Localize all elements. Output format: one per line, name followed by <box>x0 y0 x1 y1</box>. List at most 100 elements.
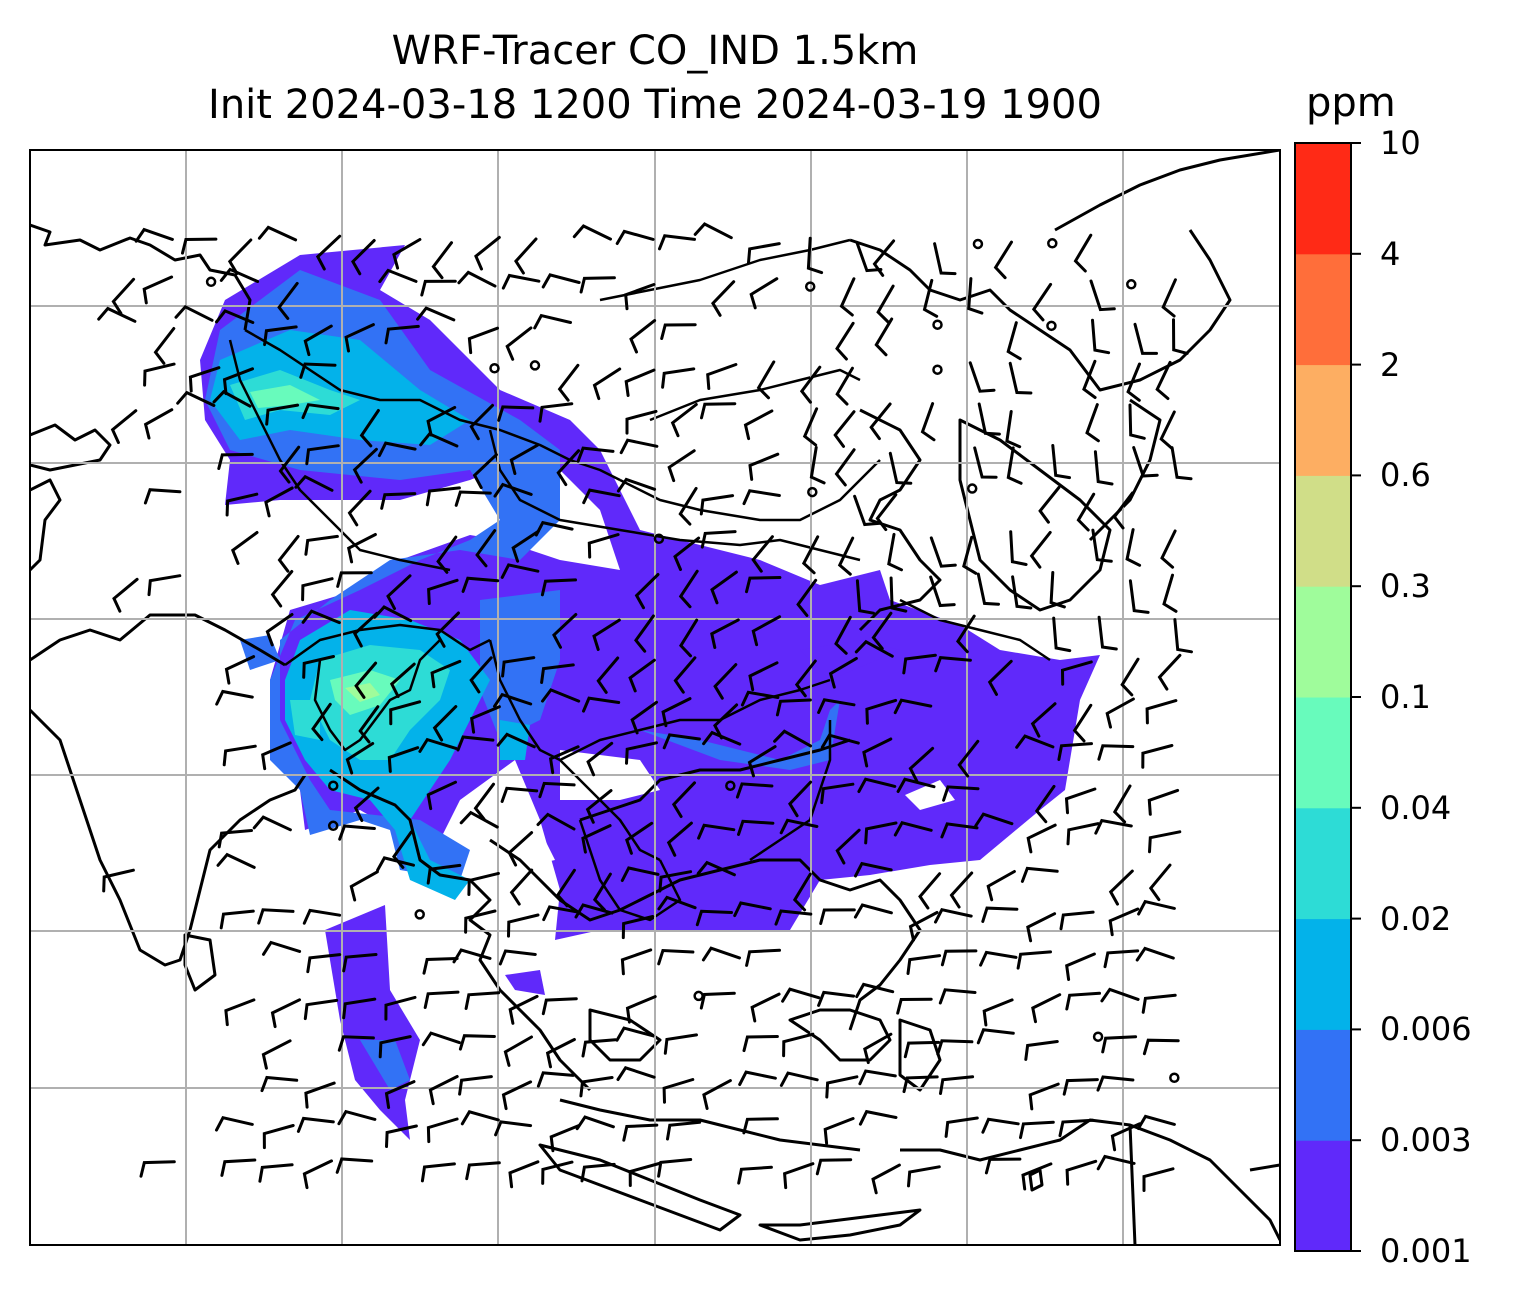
wind-barb <box>301 403 340 420</box>
colorbar-unit-label: ppm <box>1306 80 1396 126</box>
wind-barb <box>534 520 574 537</box>
wind-barb <box>1021 1162 1053 1191</box>
wind-barb <box>855 982 895 999</box>
calm-wind-circle <box>1092 1031 1104 1042</box>
wind-barb <box>351 239 376 276</box>
wind-barb <box>422 957 459 975</box>
wind-barb <box>389 700 422 726</box>
wind-barb <box>352 611 379 648</box>
wind-barb <box>110 409 138 444</box>
wind-barb <box>628 1162 661 1187</box>
wind-barb <box>294 474 334 492</box>
wind-barb <box>302 655 335 679</box>
wind-barb <box>389 662 416 698</box>
calm-wind-circle <box>653 533 665 545</box>
wind-barb <box>1026 912 1057 943</box>
wind-barb <box>903 1040 941 1059</box>
wind-barb <box>1006 446 1023 485</box>
wind-barb <box>498 949 537 966</box>
wind-barb <box>143 362 176 387</box>
wind-barb <box>986 870 1016 902</box>
wind-barb <box>497 405 535 422</box>
wind-barb <box>906 954 942 975</box>
calm-wind-circle <box>1126 279 1137 290</box>
wind-barb <box>775 698 812 717</box>
wind-barb <box>582 696 621 713</box>
wind-barb <box>657 895 697 911</box>
wind-barb <box>1147 788 1180 816</box>
wind-barb <box>1136 1114 1176 1130</box>
wind-barb <box>378 1035 412 1059</box>
wind-barb <box>1089 279 1116 312</box>
wind-barb <box>1029 530 1052 569</box>
wind-barb <box>219 267 260 283</box>
wind-barb <box>536 812 576 831</box>
wind-barb <box>624 368 656 397</box>
wind-barb <box>625 741 658 765</box>
colorbar-segment <box>1295 364 1351 476</box>
wind-barb <box>936 1039 974 1056</box>
wind-barb <box>834 615 852 655</box>
wind-barb <box>853 494 881 527</box>
wind-barb <box>1049 571 1066 609</box>
wind-barb <box>579 1076 614 1098</box>
calm-wind-circle <box>804 281 816 292</box>
wind-barb <box>581 824 612 854</box>
wind-barb <box>902 1075 939 1094</box>
wind-barb <box>782 1032 815 1058</box>
calm-wind-circle <box>807 486 818 498</box>
gridlines <box>30 150 1280 1245</box>
wind-barb <box>541 1160 574 1185</box>
wind-barb <box>678 569 699 609</box>
wind-barb <box>302 908 342 925</box>
wind-barb <box>493 482 533 498</box>
wind-barb <box>700 402 737 420</box>
wind-barb <box>500 563 540 579</box>
wind-barb <box>426 863 462 885</box>
wind-barb <box>620 866 660 882</box>
wind-barb <box>747 242 781 265</box>
wind-barb <box>1009 530 1028 566</box>
wind-barb <box>436 535 458 574</box>
wind-barb <box>896 997 933 1015</box>
wind-barb <box>661 367 696 389</box>
wind-barb <box>469 656 493 694</box>
wind-barb <box>893 821 933 837</box>
wind-barb <box>615 1026 655 1042</box>
colorbar-tick-label: 0.1 <box>1380 678 1431 716</box>
wind-barb <box>421 1031 461 1047</box>
wind-barb <box>1065 991 1101 1011</box>
wind-barb <box>1051 444 1071 480</box>
wind-barb <box>630 700 658 735</box>
wind-barb <box>585 789 613 824</box>
map-frame <box>29 149 1281 1246</box>
wind-barb <box>657 1158 693 1178</box>
wind-barb <box>347 489 372 527</box>
wind-barb <box>596 656 620 694</box>
wind-barb <box>1093 450 1114 486</box>
wind-barb <box>875 493 898 532</box>
wind-barb <box>579 276 616 294</box>
wind-barb <box>837 536 855 576</box>
wind-barb <box>616 477 657 493</box>
wind-barb <box>385 1124 418 1148</box>
wind-barb <box>962 535 978 575</box>
wind-barb <box>508 994 539 1025</box>
wind-barb <box>823 1117 855 1145</box>
wind-barb <box>426 1117 459 1144</box>
wind-barb <box>143 488 182 505</box>
wind-barb <box>871 611 893 650</box>
wind-barb <box>503 1035 533 1067</box>
wind-barb <box>592 872 612 912</box>
wind-barb <box>222 367 254 396</box>
wind-barb <box>1157 653 1182 691</box>
wind-barb <box>865 698 898 725</box>
wind-barb <box>472 453 498 490</box>
wind-barb <box>1170 446 1193 481</box>
wind-barb <box>835 366 854 406</box>
wind-barb <box>747 745 777 778</box>
wind-barb <box>475 529 497 568</box>
wind-barb <box>337 1035 375 1052</box>
wind-barb <box>1155 360 1172 400</box>
wind-barb <box>756 360 776 400</box>
